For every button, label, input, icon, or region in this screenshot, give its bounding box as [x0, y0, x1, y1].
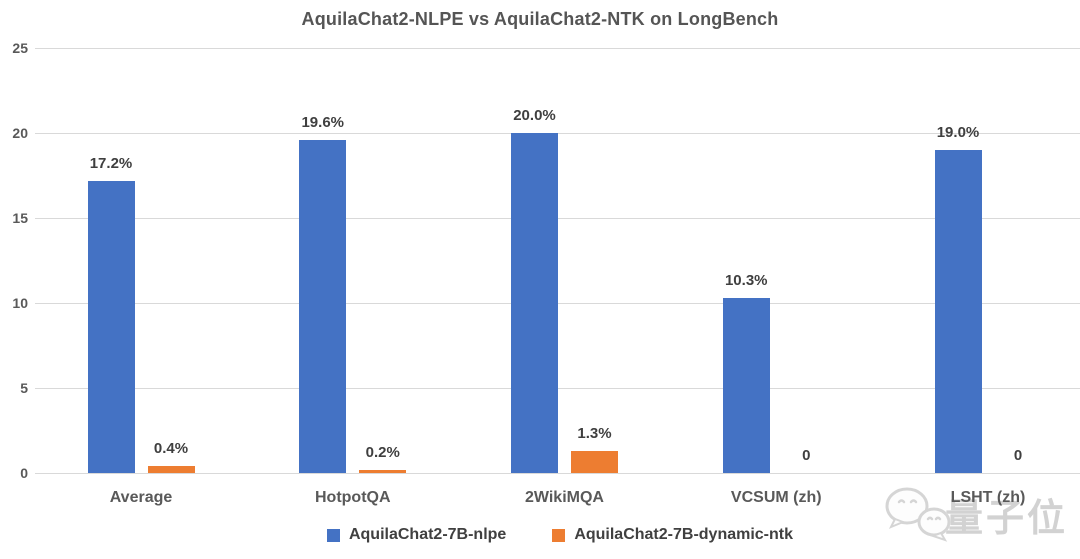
data-label: 17.2%	[89, 155, 133, 172]
data-label: 1.3%	[577, 425, 612, 442]
data-label: 19.6%	[301, 114, 345, 131]
legend: AquilaChat2-7B-nlpe AquilaChat2-7B-dynami…	[20, 526, 1080, 544]
x-axis-category-label: 2WikiMQA	[525, 489, 604, 506]
y-axis-tick-label: 20	[12, 125, 28, 141]
data-label: 19.0%	[936, 124, 980, 141]
data-label: 20.0%	[513, 107, 556, 124]
data-label: 0	[1013, 447, 1023, 464]
bar-AquilaChat2-7B-nlpe-Average	[87, 181, 135, 473]
bar-AquilaChat2-7B-nlpe-2WikiMQA	[511, 133, 558, 473]
gridline	[35, 48, 1080, 49]
data-label: 0	[802, 447, 811, 464]
bar-AquilaChat2-7B-dynamic-ntk-Average	[147, 466, 195, 473]
y-axis-tick-label: 10	[12, 295, 28, 311]
data-label: 0.4%	[153, 440, 189, 457]
data-label: 0.2%	[365, 444, 400, 461]
gridline	[35, 473, 1080, 474]
legend-item-AquilaChat2-7B-nlpe: AquilaChat2-7B-nlpe	[326, 526, 507, 544]
x-axis-category-label: VCSUM (zh)	[730, 489, 822, 506]
x-axis-category-label: HotpotQA	[314, 489, 391, 506]
data-label: 10.3%	[724, 272, 768, 289]
legend-swatch	[326, 528, 340, 542]
bar-AquilaChat2-7B-nlpe-HotpotQA	[299, 140, 347, 473]
legend-label: AquilaChat2-7B-nlpe	[348, 526, 507, 543]
legend-label: AquilaChat2-7B-dynamic-ntk	[574, 526, 794, 543]
bar-AquilaChat2-7B-dynamic-ntk-2WikiMQA	[571, 451, 618, 473]
legend-item-AquilaChat2-7B-dynamic-ntk: AquilaChat2-7B-dynamic-ntk	[552, 526, 793, 544]
bar-AquilaChat2-7B-dynamic-ntk-HotpotQA	[359, 470, 407, 473]
y-axis-tick-label: 15	[12, 210, 28, 226]
x-axis-category-label: LSHT (zh)	[950, 489, 1026, 506]
bar-AquilaChat2-7B-nlpe-LSHT (zh)	[934, 150, 982, 473]
bar-AquilaChat2-7B-nlpe-VCSUM (zh)	[722, 298, 770, 473]
y-axis-tick-label: 25	[12, 40, 28, 56]
legend-swatch	[552, 528, 566, 542]
x-axis-category-label: Average	[109, 489, 173, 506]
y-axis-tick-label: 5	[20, 380, 28, 396]
chart-title: AquilaChat2-NLPE vs AquilaChat2-NTK on L…	[301, 9, 779, 29]
y-axis-tick-label: 0	[20, 465, 28, 481]
